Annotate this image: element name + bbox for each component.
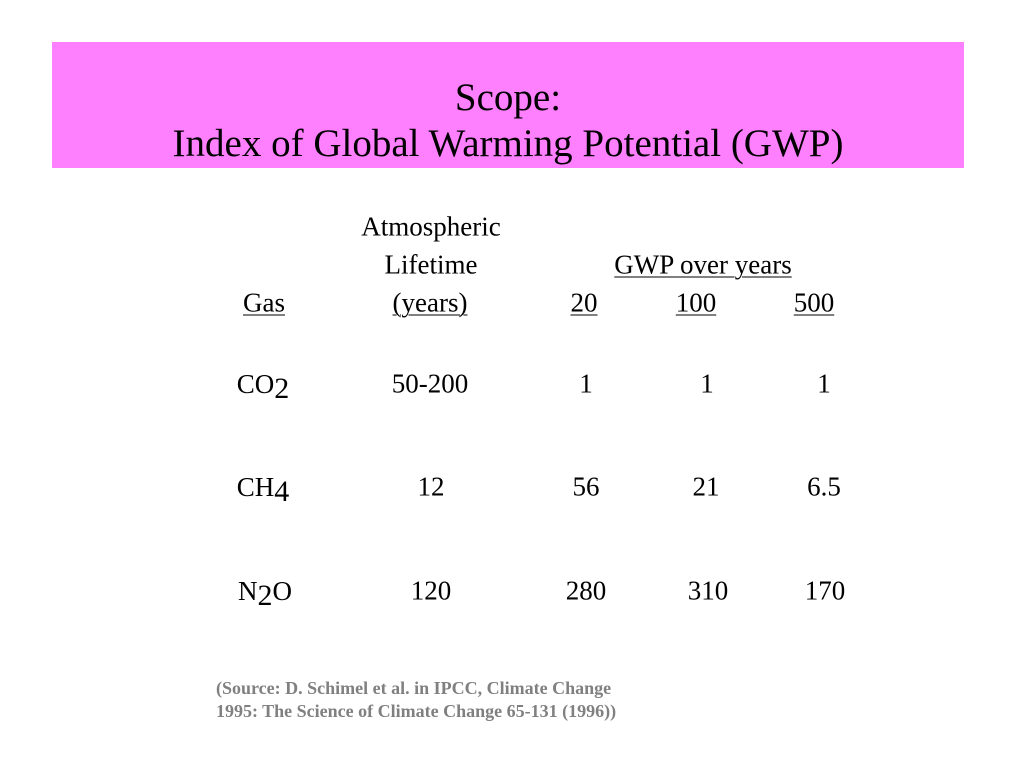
row-lifetime: 12: [417, 471, 445, 502]
row-lifetime: 50-200: [391, 368, 469, 399]
row-gwp500: 6.5: [807, 471, 841, 502]
gas-subscript: 4: [274, 475, 290, 508]
header-gwp-group: GWP over years: [614, 249, 792, 280]
row-gwp100: 310: [687, 575, 729, 606]
row-gwp100: 21: [692, 471, 720, 502]
slide-title-line2: Index of Global Warming Potential (GWP): [172, 122, 844, 165]
row-gas: CO2: [236, 369, 290, 404]
header-lifetime-line3: (years): [392, 287, 468, 318]
header-gwp-500: 500: [793, 287, 835, 318]
row-lifetime: 120: [410, 575, 452, 606]
row-gas: CH4: [236, 472, 290, 507]
gas-subscript: 2: [274, 372, 290, 405]
source-line1: (Source: D. Schimel et al. in IPCC, Clim…: [216, 678, 612, 698]
source-line2: 1995: The Science of Climate Change 65-1…: [216, 701, 617, 721]
row-gwp500: 1: [817, 368, 831, 399]
title-box: Scope: Index of Global Warming Potential…: [52, 42, 964, 168]
slide-title-line1: Scope:: [454, 76, 562, 119]
header-gwp-100: 100: [675, 287, 717, 318]
gas-formula: CO: [236, 369, 275, 399]
gas-formula: N: [238, 576, 258, 606]
row-gwp20: 280: [565, 575, 607, 606]
header-lifetime-line2: Lifetime: [384, 249, 478, 280]
header-gas: Gas: [243, 287, 285, 318]
row-gwp20: 1: [579, 368, 593, 399]
row-gwp100: 1: [700, 368, 714, 399]
header-gwp-20: 20: [570, 287, 598, 318]
source-note: (Source: D. Schimel et al. in IPCC, Clim…: [216, 677, 616, 723]
header-lifetime-line1: Atmospheric: [361, 211, 501, 242]
gas-subscript: 2: [257, 579, 273, 612]
gas-formula: CH: [236, 472, 275, 502]
gas-formula-tail: O: [272, 576, 293, 606]
row-gas: N2O: [238, 576, 293, 611]
row-gwp20: 56: [572, 471, 600, 502]
row-gwp500: 170: [804, 575, 846, 606]
